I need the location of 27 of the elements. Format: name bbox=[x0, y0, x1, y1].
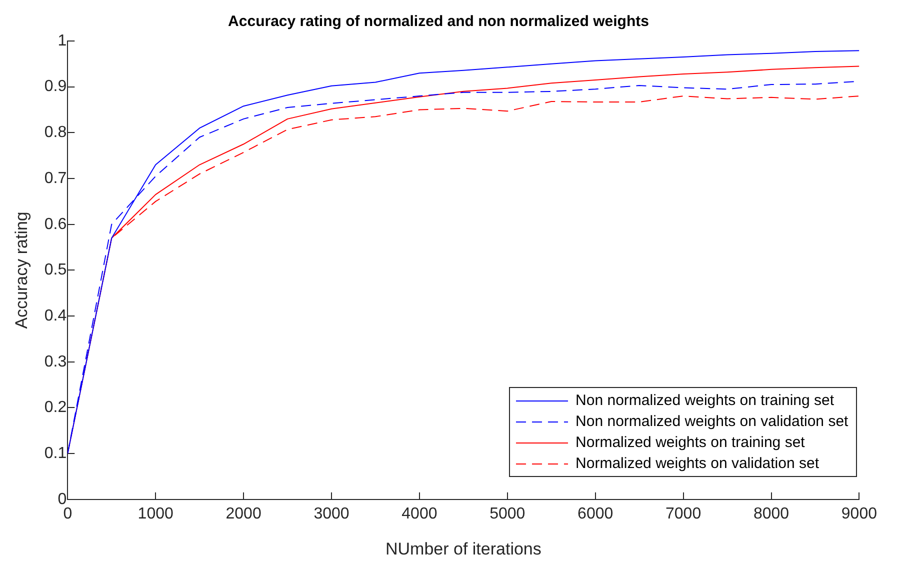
legend-label: Normalized weights on validation set bbox=[576, 455, 820, 472]
x-tick-label: 1000 bbox=[138, 505, 174, 522]
legend-label: Non normalized weights on training set bbox=[576, 392, 834, 410]
legend-label: Normalized weights on training set bbox=[576, 434, 805, 452]
y-tick-label: 0.5 bbox=[44, 262, 67, 279]
y-tick-label: 0.9 bbox=[44, 78, 67, 96]
x-tick-label: 3000 bbox=[314, 505, 350, 522]
x-tick-label: 2000 bbox=[226, 505, 262, 522]
y-tick-label: 0.1 bbox=[44, 444, 67, 462]
y-tick-label: 0.3 bbox=[44, 353, 67, 370]
legend-label: Non normalized weights on validation set bbox=[576, 413, 848, 430]
y-axis-title: Accuracy rating bbox=[12, 212, 31, 329]
y-tick-label: 0.4 bbox=[44, 307, 67, 324]
y-tick-label: 1 bbox=[58, 32, 67, 50]
x-tick-label: 5000 bbox=[490, 505, 526, 522]
y-tick-label: 0.2 bbox=[44, 399, 67, 416]
x-tick-label: 7000 bbox=[666, 505, 702, 522]
y-tick-label: 0.6 bbox=[44, 216, 67, 233]
y-tick-label: 0.7 bbox=[44, 170, 67, 187]
chart-title: Accuracy rating of normalized and non normalized weights bbox=[228, 13, 649, 30]
x-tick-label: 8000 bbox=[753, 505, 790, 522]
y-tick-label: 0.8 bbox=[44, 124, 67, 142]
x-tick-label: 6000 bbox=[578, 505, 614, 522]
x-axis-title: NUmber of iterations bbox=[385, 539, 542, 558]
y-tick-label: 0 bbox=[58, 490, 67, 508]
x-tick-label: 9000 bbox=[841, 505, 878, 522]
x-tick-label: 4000 bbox=[402, 505, 438, 522]
